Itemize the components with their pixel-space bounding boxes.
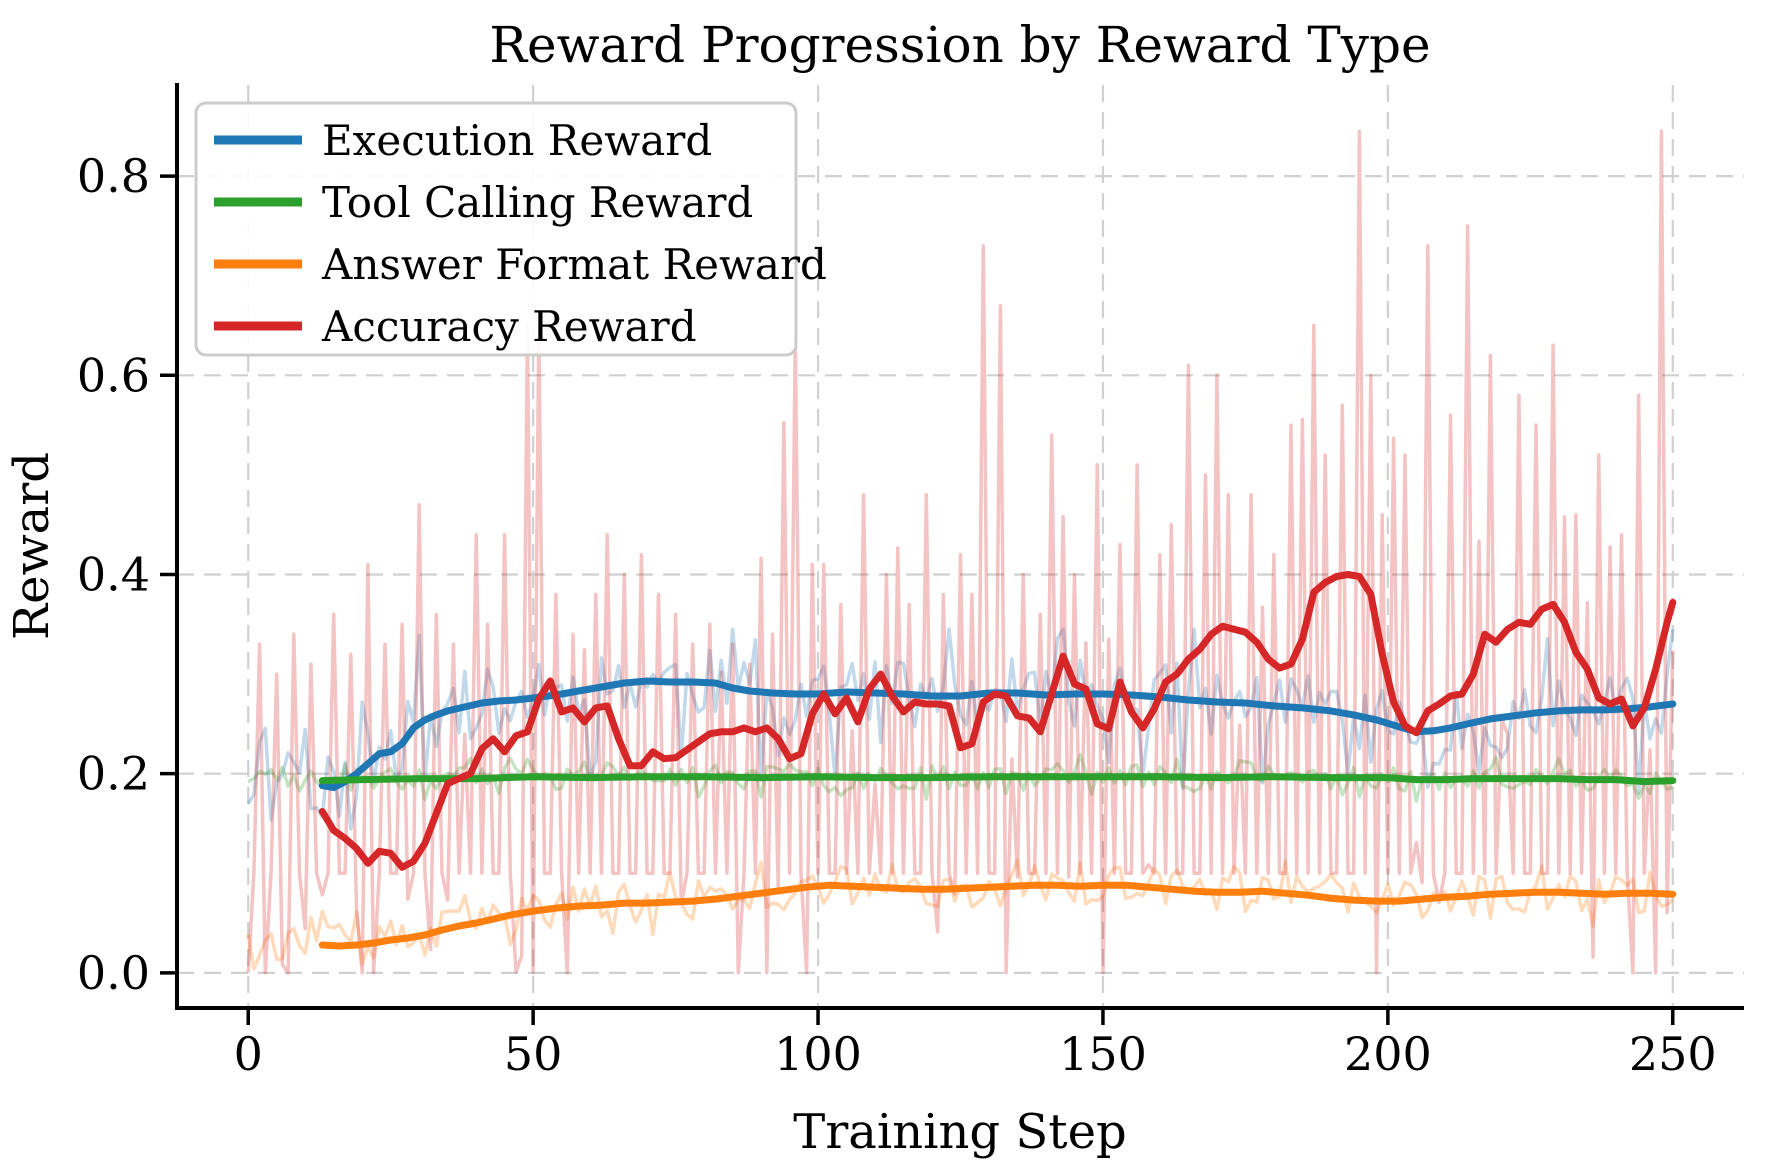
y-tick-label: 0.6 bbox=[77, 348, 150, 402]
tick-marks-and-labels: 0 50 100 150 200 250 0.0 0.2 0.4 0.6 0.8 bbox=[77, 149, 1717, 1081]
smoothed-line bbox=[318, 571, 1677, 871]
smoothed-line bbox=[318, 881, 1677, 950]
axes: 0 50 100 150 200 250 0.0 0.2 0.4 0.6 0.8 bbox=[77, 83, 1744, 1081]
x-tick-label: 250 bbox=[1629, 1027, 1717, 1081]
legend-label: Tool Calling Reward bbox=[322, 178, 753, 227]
raw-line bbox=[246, 627, 1675, 831]
y-tick-label: 0.0 bbox=[77, 946, 150, 1000]
smoothed-series-lines bbox=[318, 571, 1677, 950]
raw-line bbox=[246, 858, 1674, 971]
raw-line bbox=[246, 129, 1675, 975]
legend-box bbox=[194, 101, 798, 357]
legend-label: Accuracy Reward bbox=[321, 302, 697, 351]
chart-title: Reward Progression by Reward Type bbox=[489, 16, 1430, 74]
x-tick-label: 100 bbox=[774, 1027, 862, 1081]
gridlines bbox=[177, 85, 1744, 1008]
legend-entry: Tool Calling Reward bbox=[214, 178, 753, 227]
x-tick-label: 0 bbox=[234, 1027, 263, 1081]
legend-entry: Answer Format Reward bbox=[214, 240, 827, 289]
smoothed-line bbox=[318, 773, 1677, 786]
legend-entry: Accuracy Reward bbox=[214, 302, 697, 351]
legend-label: Execution Reward bbox=[322, 116, 712, 165]
x-tick-label: 200 bbox=[1344, 1027, 1432, 1081]
legend-label: Answer Format Reward bbox=[321, 240, 827, 289]
x-axis-label: Training Step bbox=[793, 1104, 1126, 1160]
y-tick-label: 0.2 bbox=[77, 747, 150, 801]
y-axis-label: Reward bbox=[4, 452, 60, 640]
legend-entry: Execution Reward bbox=[214, 116, 712, 165]
legend-entries: Execution Reward Tool Calling Reward Answe… bbox=[214, 116, 827, 351]
y-tick-label: 0.8 bbox=[77, 149, 150, 203]
y-tick-label: 0.4 bbox=[77, 547, 150, 601]
legend: Execution Reward Tool Calling Reward Answe… bbox=[194, 101, 827, 357]
x-tick-label: 150 bbox=[1059, 1027, 1147, 1081]
x-tick-label: 50 bbox=[504, 1027, 563, 1081]
